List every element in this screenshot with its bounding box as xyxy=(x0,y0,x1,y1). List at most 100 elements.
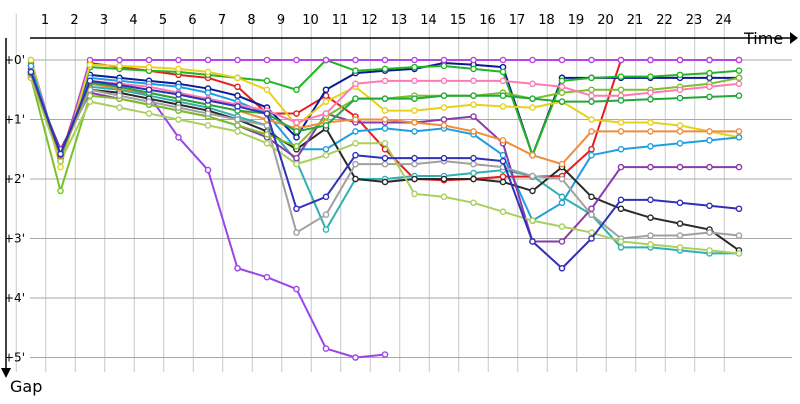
data-point xyxy=(735,56,743,64)
data-point xyxy=(735,80,743,88)
data-point xyxy=(588,56,595,64)
data-point xyxy=(647,56,654,64)
y-tick-label: +4' xyxy=(4,291,25,305)
data-point xyxy=(411,107,418,114)
data-point xyxy=(588,151,595,159)
data-point xyxy=(263,139,271,147)
data-point xyxy=(529,217,536,224)
data-point xyxy=(676,86,684,94)
data-point xyxy=(558,199,566,207)
data-point xyxy=(617,244,625,251)
x-tick-label: 2 xyxy=(70,13,78,28)
data-point xyxy=(381,351,389,358)
data-point xyxy=(293,229,300,236)
data-point xyxy=(529,151,536,159)
data-point xyxy=(617,73,625,80)
x-tick-label: 12 xyxy=(361,13,378,28)
x-axis-arrow xyxy=(790,32,798,44)
data-point xyxy=(706,202,713,210)
data-point xyxy=(145,98,153,105)
data-point xyxy=(381,95,389,102)
data-point xyxy=(588,211,595,218)
x-tick-label: 21 xyxy=(627,13,644,28)
data-point xyxy=(204,89,212,97)
data-point xyxy=(440,193,448,201)
data-point xyxy=(617,163,625,171)
data-point xyxy=(529,104,536,111)
y-tick-label: +1' xyxy=(4,113,25,127)
data-point xyxy=(470,77,477,85)
data-point xyxy=(440,175,448,183)
data-point xyxy=(676,139,684,147)
data-point xyxy=(204,166,212,174)
x-tick-label: 8 xyxy=(247,13,255,28)
data-point xyxy=(234,92,241,99)
data-point xyxy=(470,154,477,162)
data-point xyxy=(558,264,566,272)
data-point xyxy=(499,178,507,186)
data-point xyxy=(145,110,153,117)
data-point xyxy=(27,68,35,76)
data-point xyxy=(322,122,330,129)
data-point xyxy=(411,160,418,168)
series-line xyxy=(27,56,743,171)
data-point xyxy=(647,73,654,80)
data-point xyxy=(499,173,507,180)
data-point xyxy=(735,250,743,257)
data-point xyxy=(381,65,389,73)
data-point xyxy=(647,163,654,171)
data-point xyxy=(116,56,123,64)
data-point xyxy=(263,77,271,85)
data-point xyxy=(175,134,182,141)
data-point xyxy=(617,145,625,153)
data-point xyxy=(322,110,330,117)
data-point xyxy=(352,151,359,159)
data-point xyxy=(706,83,713,91)
data-point xyxy=(411,56,418,64)
data-point xyxy=(647,142,654,150)
data-point xyxy=(588,145,595,153)
data-point xyxy=(116,104,123,111)
data-point xyxy=(86,61,94,69)
data-point xyxy=(381,160,389,168)
x-tick-label: 15 xyxy=(450,13,467,28)
data-point xyxy=(263,86,271,94)
data-point xyxy=(676,122,684,129)
data-point xyxy=(440,62,448,70)
x-tick-label: 16 xyxy=(479,13,496,28)
data-point xyxy=(735,74,743,82)
x-tick-label: 23 xyxy=(686,13,703,28)
y-tick-label: +0' xyxy=(4,53,25,67)
x-tick-label: 4 xyxy=(129,13,137,28)
data-point xyxy=(529,95,536,102)
data-point xyxy=(735,67,743,75)
data-point xyxy=(617,128,625,135)
x-tick-label: 6 xyxy=(188,13,196,28)
data-point xyxy=(322,345,330,352)
data-point xyxy=(322,86,330,94)
data-point xyxy=(499,56,507,64)
data-point xyxy=(588,98,595,105)
data-point xyxy=(293,285,300,293)
data-point xyxy=(558,98,566,105)
data-point xyxy=(558,193,566,201)
data-point xyxy=(440,122,448,129)
data-point xyxy=(411,63,418,71)
x-tick-label: 17 xyxy=(509,13,526,28)
data-point xyxy=(322,151,330,159)
x-tick-label: 22 xyxy=(656,13,673,28)
x-tick-label: 10 xyxy=(302,13,319,28)
data-point xyxy=(352,354,359,361)
data-point xyxy=(558,83,566,91)
series-line xyxy=(27,74,743,257)
data-point xyxy=(676,56,684,64)
data-point xyxy=(145,63,153,71)
data-point xyxy=(204,97,212,104)
data-point xyxy=(470,128,477,135)
x-tick-label: 5 xyxy=(159,13,167,28)
data-point xyxy=(588,235,595,242)
data-point xyxy=(381,125,389,132)
data-point xyxy=(529,172,536,180)
data-point xyxy=(27,62,35,70)
